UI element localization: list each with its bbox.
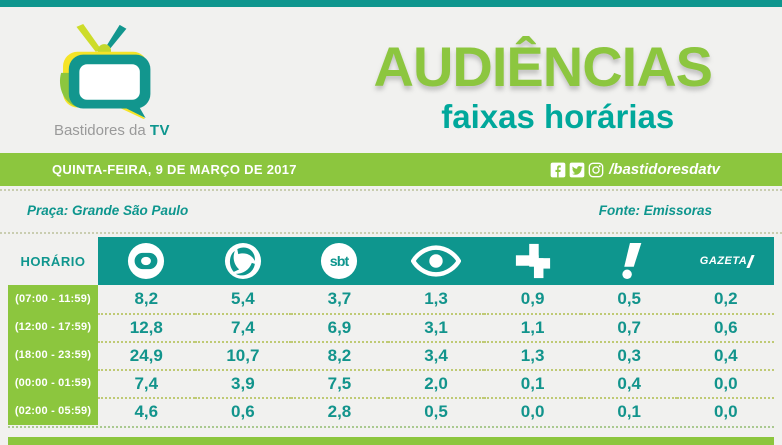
bottom-accent-bar (8, 437, 774, 445)
rating-value: 4,6 (98, 397, 195, 425)
rating-value: 0,9 (520, 289, 545, 308)
rating-value: 1,3 (424, 289, 448, 308)
time-slot-label: (07:00 - 11:59) (8, 285, 98, 313)
brand-name-prefix: Bastidores da (53, 122, 146, 139)
rating-value: 3,7 (327, 289, 352, 308)
rating-value: 2,8 (291, 397, 388, 425)
brand-name: Bastidores da TV (48, 122, 176, 139)
rating-value: 0,0 (484, 397, 581, 425)
top-accent-bar (0, 0, 782, 7)
fonte-label: Fonte: Emissoras (598, 202, 712, 218)
rating-value: 1,3 (484, 341, 581, 369)
date-bar: QUINTA-FEIRA, 9 DE MARÇO DE 2017 /bastid… (0, 153, 782, 186)
brand-name-tv: TV (149, 122, 171, 139)
table-row: (02:00 - 05:59) 4,6 0,6 2,8 0,5 0,0 0,1 0,0 (8, 397, 775, 425)
rating-value: 0,5 (617, 289, 641, 308)
rating-value: 0,6 (677, 313, 775, 341)
rating-value: 0,1 (484, 369, 581, 397)
time-slot-label: (12:00 - 17:59) (8, 313, 98, 341)
brand-logo: Bastidores da TV (48, 17, 176, 139)
divider-bottom (0, 232, 782, 234)
rating-value: 1,1 (484, 313, 581, 341)
channel-cultura (484, 237, 581, 285)
rating-value: 10,7 (194, 341, 292, 369)
gazeta-icon: GAZETA (699, 254, 755, 268)
channel-gazeta: GAZETA (677, 237, 775, 285)
time-slot-label: (18:00 - 23:59) (8, 341, 98, 369)
rating-value: 0,0 (677, 397, 775, 425)
channel-redetv (580, 237, 678, 285)
horario-header: HORÁRIO (8, 237, 98, 285)
rating-value: 7,5 (291, 369, 388, 397)
table-row: (12:00 - 17:59) 12,8 7,4 6,9 3,1 1,1 0,7 0,6 (8, 313, 775, 341)
meta-row: Praça: Grande São Paulo Fonte: Emissoras (0, 191, 782, 229)
time-slot-label: (00:00 - 01:59) (8, 369, 98, 397)
social-links: /bastidoresdatv (550, 161, 720, 178)
social-handle[interactable]: /bastidoresdatv (609, 161, 720, 178)
header: Bastidores da TV AUDIÊNCIAS faixas horár… (0, 7, 782, 153)
record-icon (224, 242, 261, 280)
table-row: (00:00 - 01:59) 7,4 3,9 7,5 2,0 0,1 0,4 0,0 (8, 369, 775, 397)
cultura-icon (515, 243, 550, 279)
table-header: HORÁRIO sbt (8, 237, 775, 285)
rating-value: 0,7 (580, 313, 678, 341)
gazeta-logo-text: GAZETA (699, 255, 748, 267)
rating-value: 7,4 (194, 313, 292, 341)
channel-record (194, 237, 292, 285)
tv-logo-icon (59, 23, 151, 120)
rating-value: 3,1 (387, 313, 485, 341)
band-icon (411, 245, 462, 277)
rating-value: 3,9 (194, 369, 292, 397)
page-subtitle: faixas horárias (441, 98, 675, 135)
rating-value: 0,4 (677, 341, 775, 369)
sbt-icon: sbt (321, 242, 358, 280)
table-row: (18:00 - 23:59) 24,9 10,7 8,2 3,4 1,3 0,3 0,4 (8, 341, 775, 369)
page-title: AUDIÊNCIAS (373, 35, 713, 98)
rating-value: 24,9 (98, 341, 195, 369)
rating-value: 6,9 (291, 313, 388, 341)
rating-value: 0,1 (580, 397, 678, 425)
twitter-icon[interactable] (569, 162, 585, 178)
channel-globo (98, 237, 195, 285)
instagram-icon[interactable] (588, 162, 604, 178)
channel-band (387, 237, 485, 285)
ratings-table: HORÁRIO sbt (8, 237, 775, 428)
rating-value: 12,8 (98, 313, 195, 341)
rating-value: 0,2 (713, 289, 738, 308)
facebook-icon[interactable] (550, 162, 566, 178)
rating-value: 0,3 (580, 341, 678, 369)
gazeta-slash-mark (746, 254, 755, 268)
redetv-icon (622, 242, 642, 280)
rating-value: 8,2 (291, 341, 388, 369)
ratings-table-body: (07:00 - 11:59) 8,2 5,4 3,7 1,3 0,9 0,5 0,2 (12:… (8, 285, 775, 425)
rating-value: 0,0 (677, 369, 775, 397)
rating-value: 3,4 (387, 341, 485, 369)
rating-value: 2,0 (387, 369, 485, 397)
table-bottom-divider (8, 426, 774, 428)
rating-value: 0,6 (194, 397, 292, 425)
rating-value: 0,4 (580, 369, 678, 397)
svg-text:sbt: sbt (330, 254, 350, 270)
date-text: QUINTA-FEIRA, 9 DE MARÇO DE 2017 (52, 162, 297, 177)
time-slot-label: (02:00 - 05:59) (8, 397, 98, 425)
channel-sbt: sbt (291, 237, 388, 285)
title-block: AUDIÊNCIAS faixas horárias (373, 17, 713, 136)
divider-top (0, 189, 782, 191)
rating-value: 7,4 (98, 369, 195, 397)
rating-value: 0,5 (387, 397, 485, 425)
rating-value: 8,2 (134, 289, 159, 308)
rating-value: 5,4 (231, 289, 255, 308)
globo-icon (128, 242, 165, 280)
table-row: (07:00 - 11:59) 8,2 5,4 3,7 1,3 0,9 0,5 0,2 (8, 285, 774, 313)
praca-label: Praça: Grande São Paulo (27, 202, 189, 218)
